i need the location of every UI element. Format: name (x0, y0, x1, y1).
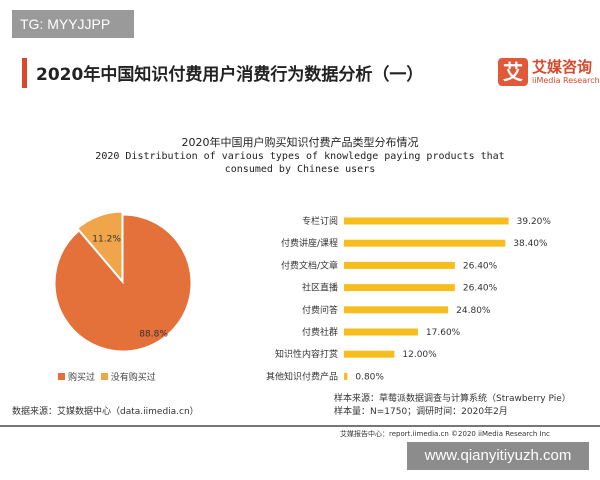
bar (344, 372, 348, 380)
pie-slice-bought (54, 214, 192, 352)
bar (344, 328, 418, 336)
chart-title: 2020年中国用户购买知识付费产品类型分布情况 (181, 136, 419, 149)
bar-category-label: 知识性内容打赏 (275, 348, 338, 360)
pie-chart: 88.8% 11.2% (54, 211, 192, 352)
bar-value-label: 24.80% (456, 306, 491, 316)
logo-text: 艾媒咨询 (532, 58, 593, 76)
legend-swatch-bought (58, 373, 65, 380)
pie-data-label: 88.8% (139, 329, 168, 339)
bar-category-label: 其他知识付费产品 (266, 370, 338, 382)
bar-value-label: 39.20% (517, 217, 552, 227)
bar (344, 217, 509, 225)
bar-category-label: 付费问答 (302, 304, 338, 316)
pie-slice-not-bought (77, 211, 123, 282)
bar (344, 284, 455, 292)
pie-legend: 购买过 没有购买过 (58, 370, 156, 383)
chart-svg: 88.8% 11.2% 专栏订阅 39.20% 付费讲座/课程 38.40% 付费文档/文… (54, 211, 551, 382)
logo-icon: 艾 (498, 58, 528, 86)
legend-not-bought: 没有购买过 (110, 373, 156, 383)
chart-subtitle: 2020 Distribution of various types of kn… (95, 151, 505, 175)
divider (0, 425, 600, 427)
bar-value-label: 12.00% (402, 350, 437, 360)
page-title: 2020年中国知识付费用户消费行为数据分析（一） (36, 65, 424, 85)
data-source: 数据来源：艾媒数据中心（data.iimedia.cn） (12, 407, 199, 417)
bar (344, 261, 455, 269)
logo-subtext: iiMedia Research (532, 76, 600, 85)
legend-swatch-not-bought (100, 373, 108, 380)
bar-category-label: 付费讲座/课程 (281, 237, 338, 249)
bar-category-label: 专栏订阅 (302, 215, 338, 227)
bar (344, 350, 395, 358)
bar-category-label: 付费文档/文章 (281, 259, 338, 271)
bar (344, 239, 506, 247)
footer: 艾媒报告中心：report.iimedia.cn ©2020 iiMedia R… (340, 430, 550, 438)
bar-value-label: 26.40% (463, 284, 498, 294)
sample-size: 样本量：N=1750；调研时间：2020年2月 (334, 407, 508, 417)
bar-value-label: 38.40% (513, 239, 548, 249)
legend-bought: 购买过 (68, 373, 96, 383)
sample-source: 样本来源：草莓派数据调查与计算系统（Strawberry Pie） (334, 394, 571, 404)
bar-value-label: 26.40% (463, 261, 498, 271)
sample-info: 样本来源：草莓派数据调查与计算系统（Strawberry Pie） 样本量：N=… (334, 393, 571, 419)
bar (344, 306, 449, 314)
watermark-bottom: www.qianyitiyuzh.com (407, 442, 589, 470)
bar-value-label: 17.60% (426, 328, 461, 338)
watermark-top: TG: MYYJJPP (12, 10, 134, 38)
bar-category-label: 社区直播 (302, 282, 338, 294)
bar-category-label: 付费社群 (302, 326, 338, 338)
bar-chart: 专栏订阅 39.20% 付费讲座/课程 38.40% 付费文档/文章 26.40% 社区直播… (266, 215, 551, 382)
title-accent-bar (22, 58, 27, 88)
bar-value-label: 0.80% (355, 372, 384, 382)
pie-data-label: 11.2% (92, 234, 121, 244)
